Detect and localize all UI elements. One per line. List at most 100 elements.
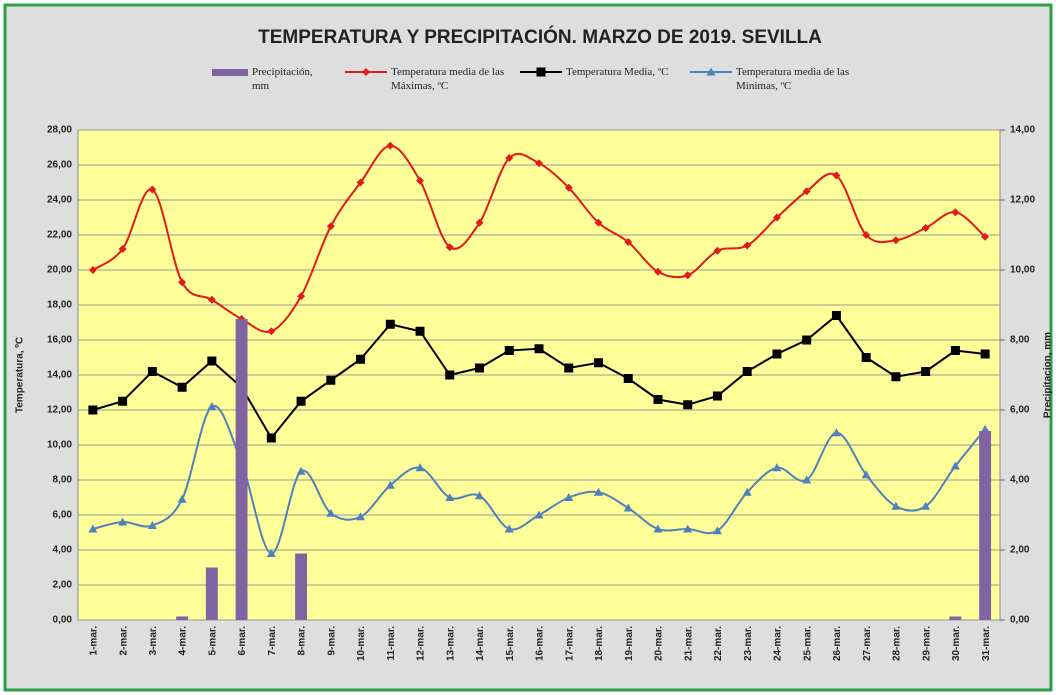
marker [802,335,812,345]
bar [205,567,218,620]
marker [593,358,603,368]
marker [536,67,546,77]
marker [445,243,454,252]
y-tick-label: 0,00 [53,615,73,626]
marker [862,231,871,239]
marker [362,68,370,76]
x-tick-label: 18-mar. [594,626,605,661]
marker [118,396,128,406]
marker [385,319,395,329]
y2-axis-title: Precipitacion, mm [1043,332,1054,418]
x-tick-label: 15-mar. [505,626,516,661]
x-tick-label: 9-mar. [326,626,337,656]
x-tick-label: 27-mar. [862,626,873,661]
marker [534,510,544,519]
x-tick-label: 3-mar. [148,626,159,656]
x-tick-label: 16-mar. [535,626,546,661]
marker [831,311,841,320]
marker [207,402,217,410]
marker [148,185,157,194]
x-tick-label: 17-mar. [564,626,575,661]
y2-tick-label: 14,00 [1010,125,1035,136]
bar [235,319,248,620]
y-tick-label: 18,00 [47,300,72,311]
marker [356,178,365,187]
bar [979,431,992,620]
y-axis-title: Temperatura, ºC [15,337,26,413]
x-tick-label: 25-mar. [802,626,813,661]
marker [118,517,128,526]
marker [861,353,871,362]
marker [147,521,157,529]
marker [653,267,662,276]
marker [564,493,574,501]
x-tick-label: 13-mar. [445,626,456,661]
y2-tick-label: 4,00 [1010,475,1030,486]
marker [981,232,990,241]
x-tick-label: 10-mar. [356,626,367,661]
marker [742,367,752,376]
y-tick-label: 14,00 [47,370,72,381]
marker [267,327,276,336]
marker [683,524,693,533]
marker [950,461,960,470]
x-tick-label: 28-mar. [892,626,903,661]
x-tick-label: 6-mar. [237,626,248,656]
x-tick-label: 20-mar. [654,626,665,661]
marker [712,526,722,535]
marker [177,494,187,503]
x-tick-label: 2-mar. [118,626,129,656]
marker [861,470,871,479]
marker [356,512,366,521]
y-tick-label: 6,00 [53,510,73,521]
x-tick-label: 30-mar. [951,626,962,661]
y-tick-label: 26,00 [47,160,72,171]
marker [415,463,425,472]
marker [653,524,663,533]
marker [88,524,98,533]
marker [772,349,782,359]
marker [743,241,752,250]
y-tick-label: 24,00 [47,195,72,206]
legend-label: Temperatura media de las Máximas, ºC [391,66,505,92]
y2-tick-label: 10,00 [1010,265,1035,276]
x-tick-label: 31-mar. [981,626,992,661]
x-tick-label: 5-mar. [207,626,218,656]
x-tick-label: 24-mar. [773,626,784,661]
marker [445,493,455,501]
marker [712,391,722,401]
y2-tick-label: 2,00 [1010,545,1030,556]
x-tick-label: 14-mar. [475,626,486,661]
marker [534,344,544,354]
marker [415,326,425,336]
marker [683,271,692,280]
marker [980,424,990,433]
y2-tick-label: 12,00 [1010,195,1035,206]
marker [653,395,663,404]
marker [296,396,306,406]
marker [564,183,573,192]
marker [475,363,485,373]
marker [980,349,990,359]
marker [177,382,187,392]
marker [802,475,812,484]
marker [386,141,395,150]
marker [475,218,484,227]
marker [624,238,633,246]
marker [802,187,811,196]
bar [949,616,962,620]
marker [713,246,722,255]
marker [772,463,782,472]
marker [742,487,752,496]
marker [475,491,485,500]
y-tick-label: 16,00 [47,335,72,346]
marker [385,480,395,489]
y2-tick-label: 0,00 [1010,615,1030,626]
x-tick-label: 7-mar. [267,626,278,656]
legend-swatch [212,69,248,76]
marker [296,466,306,475]
x-tick-label: 22-mar. [713,626,724,661]
marker [207,295,216,304]
